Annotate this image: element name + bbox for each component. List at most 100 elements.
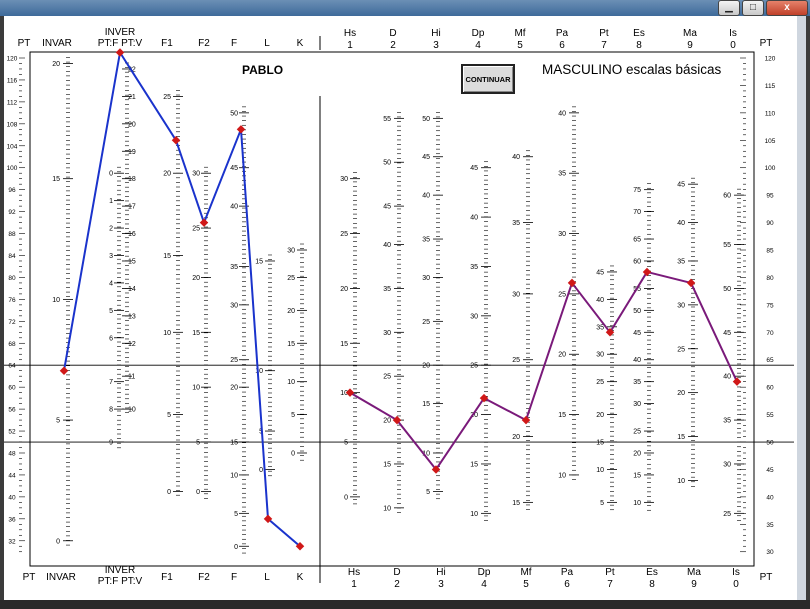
raw-tick-label: 55 — [383, 116, 391, 123]
minimize-button[interactable]: ▁ — [718, 0, 740, 16]
column-header-top: F1 — [161, 38, 173, 49]
pt-tick-label-right: 55 — [766, 412, 774, 419]
pt-tick-label-left: 120 — [7, 56, 18, 63]
column-header-top: Hi — [431, 28, 440, 39]
raw-tick-label: 0 — [344, 494, 348, 501]
raw-tick-label: 25 — [512, 357, 520, 364]
raw-tick-label: 5 — [291, 412, 295, 419]
raw-tick-label: 35 — [230, 264, 238, 271]
raw-tick-label: 20 — [383, 418, 391, 425]
raw-tick-label: 15 — [287, 341, 295, 348]
raw-tick-label: 20 — [677, 390, 685, 397]
raw-tick-label: 20 — [512, 434, 520, 441]
raw-tick-label: 1 — [109, 198, 113, 205]
column-header-bottom: PT — [23, 572, 36, 583]
close-button[interactable]: x — [766, 0, 808, 16]
column-header-top: Es — [633, 28, 645, 39]
column-header-bottom: Ma — [687, 567, 701, 578]
pt-tick-label-right: 105 — [765, 138, 776, 145]
column-header-bottom: 5 — [523, 579, 529, 590]
column-header-top: 8 — [636, 40, 642, 51]
column-header-bottom: Is — [732, 567, 740, 578]
profile-line-1 — [63, 51, 301, 548]
data-point-l — [263, 514, 273, 524]
raw-tick-label: 40 — [230, 204, 238, 211]
pt-tick-label-left: 108 — [7, 121, 18, 128]
raw-tick-label: 30 — [340, 176, 348, 183]
raw-tick-label: 5 — [600, 500, 604, 507]
pt-tick-label-right: 65 — [766, 357, 774, 364]
column-header-bottom: D — [393, 567, 400, 578]
raw-tick-label: 30 — [470, 313, 478, 320]
raw-tick-label: 25 — [192, 226, 200, 233]
column-header-top: 9 — [687, 40, 693, 51]
pt-tick-label-left: 96 — [8, 187, 16, 194]
raw-tick-label: 10 — [192, 385, 200, 392]
raw-tick-label: 30 — [422, 275, 430, 282]
raw-tick-label: 25 — [422, 319, 430, 326]
column-header-bottom: 1 — [351, 579, 357, 590]
raw-tick-label: 15 — [230, 440, 238, 447]
raw-tick-label: 35 — [383, 286, 391, 293]
pt-tick-label-left: 116 — [7, 77, 18, 84]
column-header-bottom: INVAR — [46, 572, 76, 583]
raw-tick-label: 2 — [109, 226, 113, 233]
pt-tick-label-right: 115 — [765, 83, 776, 90]
raw-tick-label: 20 — [470, 412, 478, 419]
raw-tick-label: 8 — [109, 407, 113, 414]
raw-tick-label: 15 — [422, 401, 430, 408]
raw-tick-label: 25 — [163, 94, 171, 101]
raw-tick-label: 45 — [383, 204, 391, 211]
raw-tick-label: 20 — [558, 352, 566, 359]
raw-tick-label: 5 — [344, 440, 348, 447]
pt-tick-label-right: 35 — [766, 522, 774, 529]
pt-tick-label-left: 36 — [8, 516, 16, 523]
column-header-bottom: 2 — [394, 579, 400, 590]
pt-tick-label-left: 52 — [8, 429, 16, 436]
data-point-d — [392, 415, 402, 425]
column-header-bottom: F1 — [161, 572, 173, 583]
window-titlebar: ▁ □ x — [0, 0, 810, 16]
pt-tick-label-right: 95 — [766, 193, 774, 200]
raw-tick-label: 9 — [109, 440, 113, 447]
pt-tick-label-right: 40 — [766, 494, 774, 501]
raw-tick-label: 40 — [470, 215, 478, 222]
raw-tick-label: 45 — [470, 165, 478, 172]
column-header-bottom: INVER — [105, 565, 136, 576]
pt-tick-label-left: 88 — [8, 231, 16, 238]
pt-tick-label-right: 110 — [765, 110, 776, 117]
raw-tick-label: 70 — [633, 209, 641, 216]
raw-tick-label: 45 — [230, 165, 238, 172]
raw-tick-label: 11 — [128, 374, 135, 381]
raw-tick-label: 4 — [109, 280, 113, 287]
raw-tick-label: 35 — [596, 324, 604, 331]
raw-tick-label: 45 — [633, 330, 641, 337]
raw-tick-label: 20 — [340, 286, 348, 293]
raw-tick-label: 10 — [163, 330, 171, 337]
data-point-inver — [115, 48, 125, 57]
raw-tick-label: 5 — [234, 511, 238, 518]
maximize-button[interactable]: □ — [742, 0, 764, 16]
pt-tick-label-left: 64 — [8, 363, 16, 370]
raw-tick-label: 35 — [422, 237, 430, 244]
raw-tick-label: 75 — [633, 187, 641, 194]
pt-tick-label-left: 32 — [8, 538, 16, 545]
raw-tick-label: 40 — [558, 110, 566, 117]
data-point-hs — [345, 388, 355, 397]
raw-tick-label: 20 — [192, 275, 200, 282]
raw-tick-label: 10 — [633, 500, 641, 507]
column-header-bottom: 4 — [481, 579, 487, 590]
data-point-f — [236, 125, 246, 134]
raw-tick-label: 25 — [633, 429, 641, 436]
continue-button[interactable]: CONTINUAR — [461, 64, 515, 94]
pt-tick-label-left: 68 — [8, 341, 16, 348]
raw-tick-label: 0 — [167, 489, 171, 496]
raw-tick-label: 20 — [163, 171, 171, 178]
raw-tick-label: 0 — [109, 171, 113, 178]
raw-tick-label: 45 — [596, 269, 604, 276]
column-header-top: L — [264, 38, 270, 49]
raw-tick-label: 0 — [196, 489, 200, 496]
raw-tick-label: 20 — [596, 412, 604, 419]
raw-tick-label: 0 — [259, 467, 263, 474]
raw-tick-label: 5 — [109, 308, 113, 315]
